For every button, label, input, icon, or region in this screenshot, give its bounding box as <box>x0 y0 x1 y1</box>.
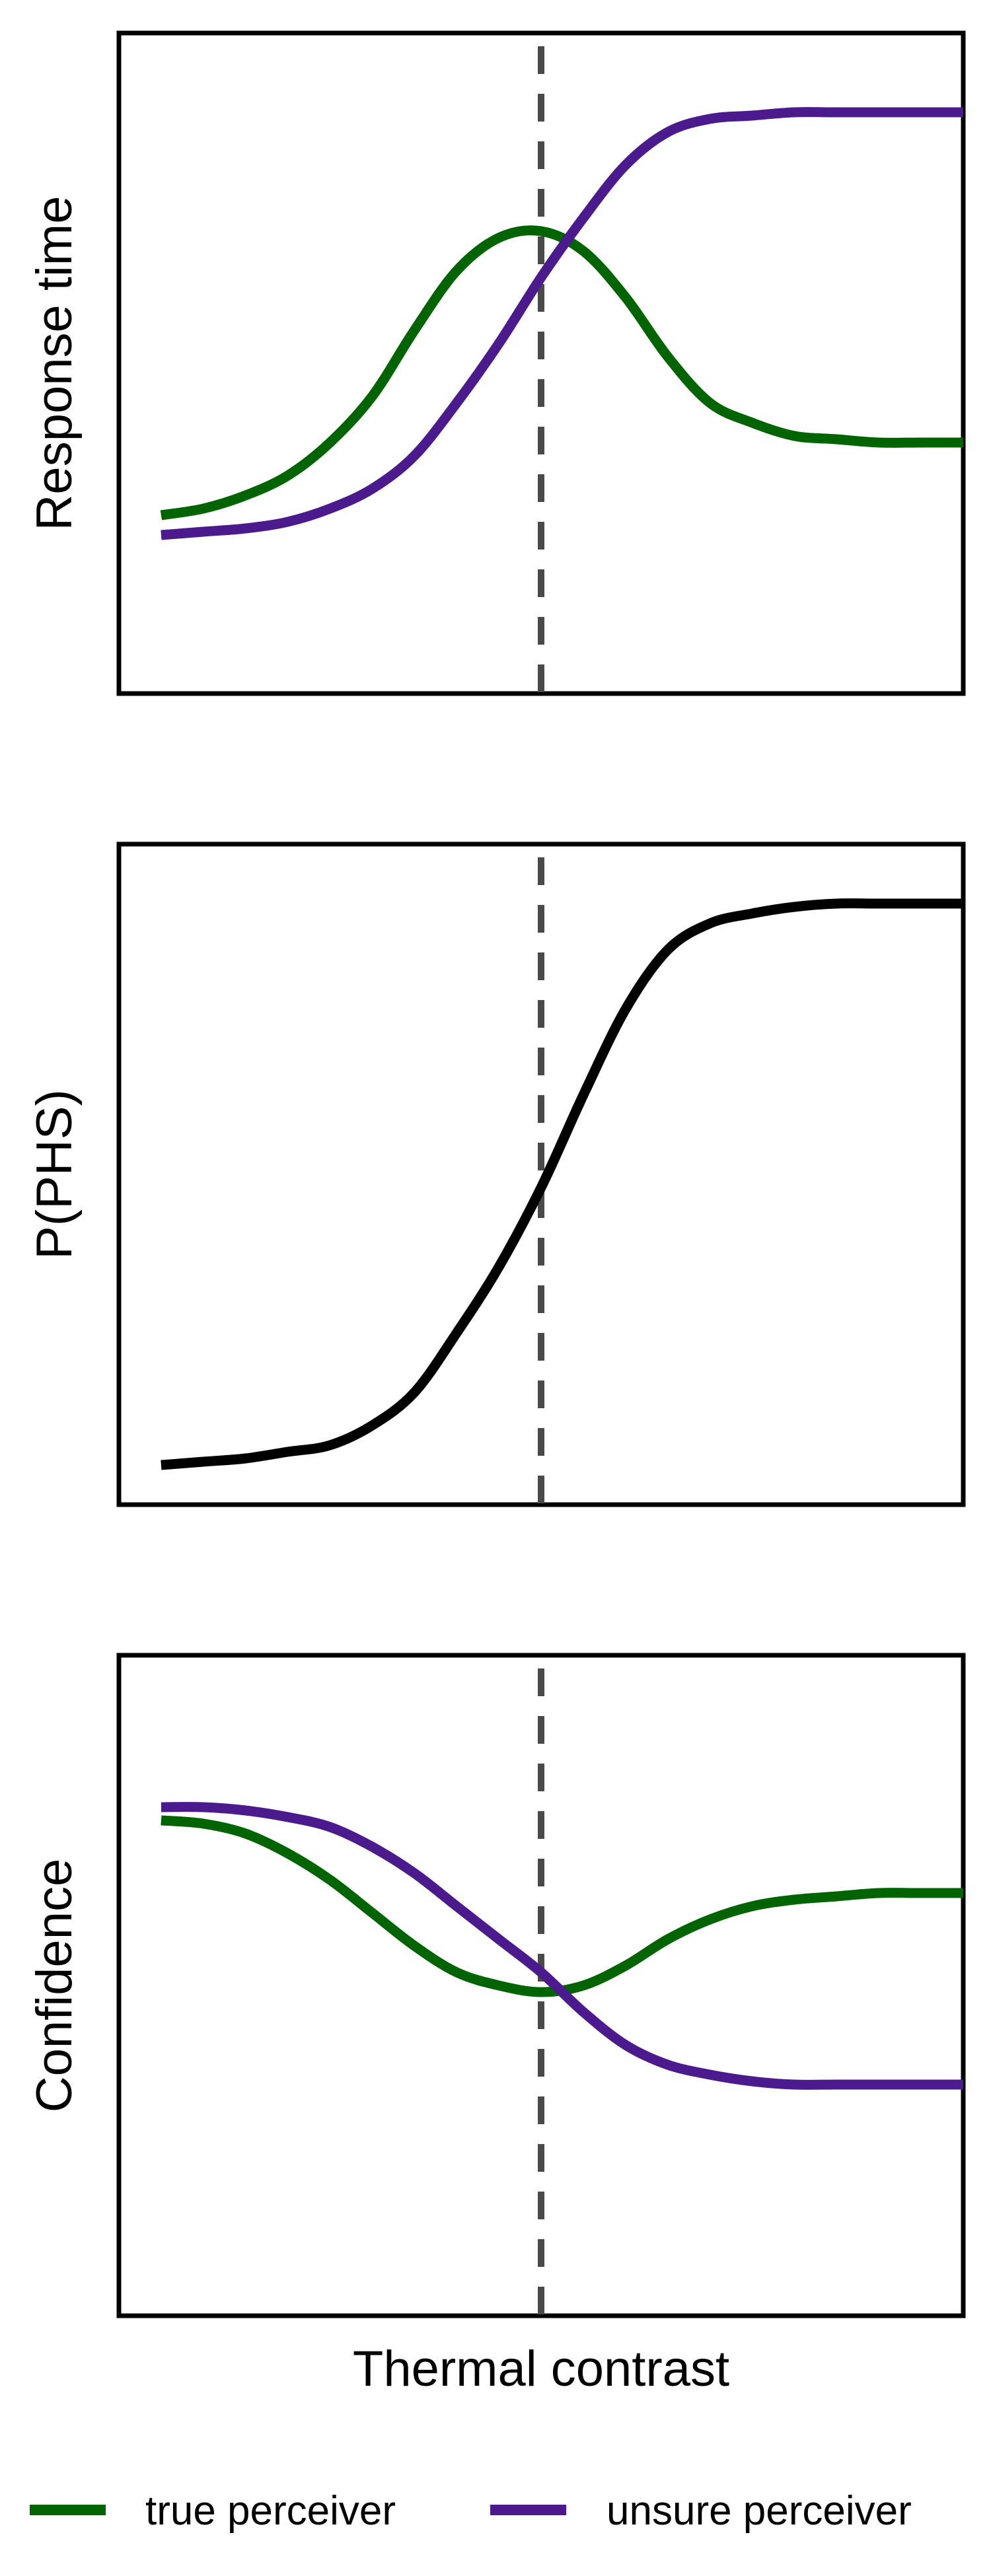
plot-frame <box>116 30 966 696</box>
series-line-unsure-perceiver <box>161 107 963 540</box>
legend-label-unsure-perceiver: unsure perceiver <box>606 2488 912 2534</box>
plot-frame <box>116 1653 966 2318</box>
panel-response-time: Response time <box>26 30 966 696</box>
series-line-true-perceiver <box>160 225 963 520</box>
y-axis-label: Response time <box>26 196 83 531</box>
legend-label-true-perceiver: true perceiver <box>145 2488 396 2534</box>
y-axis-label: Confidence <box>26 1859 83 2113</box>
panel-confidence: Confidence <box>26 1653 966 2318</box>
series-line-p-phs- <box>161 898 963 1470</box>
x-axis-label: Thermal contrast <box>353 2341 729 2397</box>
legend: true perceiver unsure perceiver <box>30 2488 912 2534</box>
panel-p-phs: P(PHS) <box>26 841 966 1507</box>
plot-frame <box>116 841 966 1507</box>
y-axis-label: P(PHS) <box>26 1089 83 1260</box>
series-line-true-perceiver <box>161 1815 963 1997</box>
series-line-unsure-perceiver <box>161 1802 963 2090</box>
